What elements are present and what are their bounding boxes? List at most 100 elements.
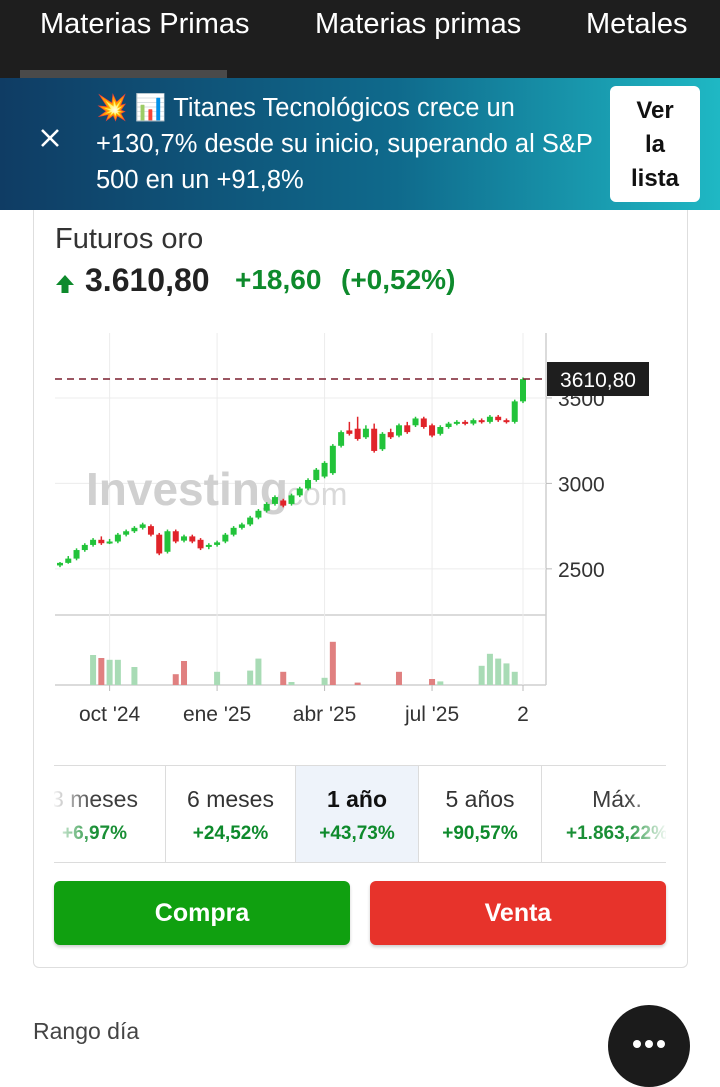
candle bbox=[354, 416, 361, 441]
more-options-button[interactable] bbox=[608, 1005, 690, 1087]
close-icon[interactable] bbox=[38, 126, 62, 150]
candle-body bbox=[371, 428, 378, 451]
period-6m[interactable]: 6 meses +24,52% bbox=[166, 766, 296, 862]
tab-materias-primas-2[interactable]: Materias primas bbox=[315, 8, 522, 40]
candle bbox=[73, 548, 80, 561]
arrow-up-icon bbox=[56, 275, 74, 293]
candle bbox=[197, 538, 204, 551]
candle bbox=[462, 420, 469, 426]
volume-bar bbox=[181, 661, 188, 685]
candle-body bbox=[346, 430, 353, 434]
view-list-label-1: Ver bbox=[636, 97, 674, 124]
volume-bar bbox=[98, 658, 105, 685]
candle-body bbox=[387, 432, 394, 438]
candle bbox=[81, 543, 88, 552]
last-price-box bbox=[547, 362, 649, 397]
candle bbox=[131, 526, 138, 533]
volume-bar bbox=[429, 679, 436, 685]
candle bbox=[511, 399, 518, 424]
candle-body bbox=[164, 531, 171, 552]
view-list-label-3: lista bbox=[630, 165, 680, 192]
view-list-button[interactable]: Ver la lista bbox=[610, 86, 700, 202]
candle bbox=[230, 526, 237, 537]
candle bbox=[164, 529, 171, 554]
candle bbox=[263, 502, 270, 513]
candle bbox=[495, 415, 502, 422]
candle-body bbox=[362, 428, 369, 438]
candle bbox=[387, 428, 394, 439]
candle-body bbox=[172, 531, 179, 542]
more-dot-icon bbox=[645, 1040, 653, 1048]
candle-body bbox=[205, 544, 212, 547]
volume-bar bbox=[486, 653, 493, 685]
candle bbox=[486, 415, 493, 424]
volume-bars bbox=[90, 641, 518, 685]
candle bbox=[379, 432, 386, 451]
candle-body bbox=[263, 503, 270, 511]
candle-body bbox=[404, 425, 411, 433]
buy-button[interactable]: Compra bbox=[54, 881, 350, 945]
candle-body bbox=[470, 420, 477, 424]
period-label: 5 años bbox=[445, 786, 515, 812]
candle-body bbox=[412, 418, 419, 426]
candle-body bbox=[57, 562, 63, 566]
candle bbox=[255, 509, 262, 520]
candle bbox=[189, 534, 196, 544]
candle bbox=[271, 495, 278, 506]
candle bbox=[296, 486, 303, 498]
candle bbox=[470, 418, 477, 426]
candle-body bbox=[222, 534, 229, 542]
instrument-name: Futuros oro bbox=[55, 223, 204, 255]
candle-body bbox=[280, 500, 287, 506]
candle bbox=[412, 416, 419, 427]
period-1y[interactable]: 1 año +43,73% bbox=[296, 766, 419, 862]
candle bbox=[478, 418, 485, 424]
x-tick-label: 2 bbox=[517, 703, 529, 726]
candles bbox=[57, 377, 526, 568]
candle-body bbox=[478, 420, 485, 423]
candle bbox=[429, 423, 436, 438]
candle-body bbox=[395, 425, 402, 436]
candle-body bbox=[131, 527, 138, 532]
banner-message[interactable]: 💥 📊 Titanes Tecnológicos crece un +130,7… bbox=[96, 94, 593, 194]
candle-body bbox=[271, 497, 278, 504]
candle-body bbox=[379, 433, 386, 450]
candle-body bbox=[98, 539, 105, 544]
candle-body bbox=[420, 418, 427, 427]
candle-body bbox=[147, 526, 154, 535]
volume-bar bbox=[90, 655, 97, 685]
candle-body bbox=[296, 488, 303, 496]
candle bbox=[503, 418, 510, 424]
period-value: +43,73% bbox=[319, 823, 395, 844]
candle-body bbox=[214, 542, 221, 545]
candle-body bbox=[255, 510, 262, 518]
tab-metales[interactable]: Metales bbox=[586, 8, 688, 40]
volume-bar bbox=[321, 677, 328, 685]
period-5y[interactable]: 5 años +90,57% bbox=[419, 766, 542, 862]
candle-body bbox=[437, 427, 444, 434]
tab-materias-primas[interactable]: Materias Primas bbox=[40, 8, 250, 40]
candle-body bbox=[462, 421, 469, 424]
volume-bar bbox=[478, 665, 485, 685]
candle bbox=[288, 493, 295, 506]
candle-body bbox=[156, 534, 163, 554]
volume-bar bbox=[511, 671, 518, 685]
scroll-fade-left bbox=[54, 766, 94, 862]
candle-body bbox=[321, 462, 328, 477]
period-selector: 3 meses +6,97% 6 meses +24,52% 1 año +43… bbox=[54, 765, 666, 863]
candle-body bbox=[354, 428, 361, 439]
candle-body bbox=[114, 534, 121, 542]
more-dot-icon bbox=[633, 1040, 641, 1048]
volume-bar bbox=[131, 667, 138, 685]
sell-button[interactable]: Venta bbox=[370, 881, 666, 945]
candle bbox=[453, 420, 460, 426]
volume-bar bbox=[495, 658, 502, 685]
candle bbox=[238, 522, 245, 530]
last-price-marker: 3610,80 bbox=[55, 362, 649, 397]
y-tick-label: 3000 bbox=[558, 473, 605, 496]
candle-body bbox=[495, 416, 502, 421]
volume-bar bbox=[106, 659, 113, 685]
candle bbox=[114, 532, 121, 544]
candle-body bbox=[486, 416, 493, 422]
